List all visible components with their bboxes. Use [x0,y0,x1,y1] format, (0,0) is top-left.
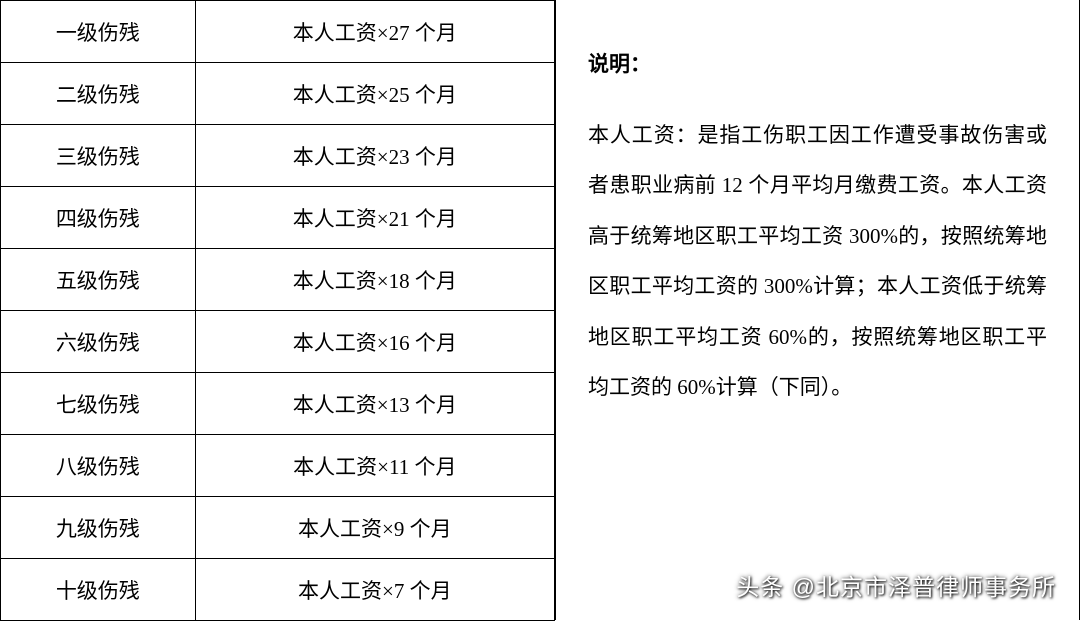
compensation-formula-cell: 本人工资×9 个月 [195,497,554,559]
table-row: 六级伤残 本人工资×16 个月 [1,311,555,373]
explanation-title: 说明： [588,48,1047,78]
page-container: 一级伤残 本人工资×27 个月 二级伤残 本人工资×25 个月 三级伤残 本人工… [0,0,1080,620]
disability-level-cell: 四级伤残 [1,187,196,249]
table-row: 一级伤残 本人工资×27 个月 [1,1,555,63]
explanation-section: 说明： 本人工资：是指工伤职工因工作遭受事故伤害或者患职业病前 12 个月平均月… [555,0,1080,620]
table-row: 四级伤残 本人工资×21 个月 [1,187,555,249]
compensation-formula-cell: 本人工资×18 个月 [195,249,554,311]
compensation-formula-cell: 本人工资×16 个月 [195,311,554,373]
table-row: 七级伤残 本人工资×13 个月 [1,373,555,435]
compensation-formula-cell: 本人工资×11 个月 [195,435,554,497]
watermark-text: 头条 @北京市泽普律师事务所 [736,568,1056,602]
compensation-formula-cell: 本人工资×27 个月 [195,1,554,63]
table-row: 三级伤残 本人工资×23 个月 [1,125,555,187]
table-row: 九级伤残 本人工资×9 个月 [1,497,555,559]
disability-level-cell: 一级伤残 [1,1,196,63]
compensation-formula-cell: 本人工资×25 个月 [195,63,554,125]
compensation-table: 一级伤残 本人工资×27 个月 二级伤残 本人工资×25 个月 三级伤残 本人工… [0,0,555,621]
disability-level-cell: 九级伤残 [1,497,196,559]
disability-level-cell: 八级伤残 [1,435,196,497]
disability-level-cell: 六级伤残 [1,311,196,373]
disability-level-cell: 五级伤残 [1,249,196,311]
table-row: 十级伤残 本人工资×7 个月 [1,559,555,621]
compensation-table-section: 一级伤残 本人工资×27 个月 二级伤残 本人工资×25 个月 三级伤残 本人工… [0,0,555,620]
explanation-body: 本人工资：是指工伤职工因工作遭受事故伤害或者患职业病前 12 个月平均月缴费工资… [588,110,1047,412]
compensation-formula-cell: 本人工资×7 个月 [195,559,554,621]
table-row: 八级伤残 本人工资×11 个月 [1,435,555,497]
disability-level-cell: 三级伤残 [1,125,196,187]
compensation-formula-cell: 本人工资×13 个月 [195,373,554,435]
table-row: 二级伤残 本人工资×25 个月 [1,63,555,125]
disability-level-cell: 七级伤残 [1,373,196,435]
table-row: 五级伤残 本人工资×18 个月 [1,249,555,311]
compensation-formula-cell: 本人工资×21 个月 [195,187,554,249]
table-body: 一级伤残 本人工资×27 个月 二级伤残 本人工资×25 个月 三级伤残 本人工… [1,1,555,621]
compensation-formula-cell: 本人工资×23 个月 [195,125,554,187]
disability-level-cell: 二级伤残 [1,63,196,125]
disability-level-cell: 十级伤残 [1,559,196,621]
